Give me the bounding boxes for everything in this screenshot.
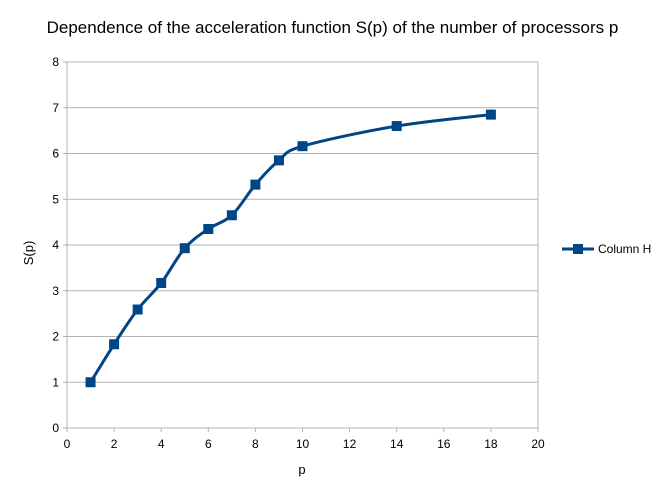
- x-tick-label: 10: [296, 437, 310, 451]
- y-tick-label: 5: [52, 192, 59, 206]
- legend: Column H: [562, 242, 651, 256]
- data-point-marker: [109, 339, 120, 350]
- y-tick-label: 8: [52, 55, 59, 69]
- x-tick-label: 14: [390, 437, 404, 451]
- x-tick-label: 12: [343, 437, 357, 451]
- x-tick-label: 2: [111, 437, 118, 451]
- y-axis-label: S(p): [21, 241, 36, 266]
- chart-title: Dependence of the acceleration function …: [46, 18, 619, 37]
- x-tick-label: 6: [205, 437, 212, 451]
- legend-label: Column H: [598, 242, 651, 256]
- y-tick-label: 4: [52, 238, 59, 252]
- series-layer: [85, 109, 496, 388]
- data-point-marker: [273, 155, 284, 166]
- x-tick-label: 4: [158, 437, 165, 451]
- y-tick-label: 3: [52, 284, 59, 298]
- x-tick-label: 8: [252, 437, 259, 451]
- data-point-marker: [156, 277, 167, 288]
- data-point-marker: [179, 243, 190, 254]
- series-line: [89, 113, 492, 384]
- data-point-marker: [391, 121, 402, 132]
- y-tick-label: 1: [52, 375, 59, 389]
- x-tick-label: 20: [531, 437, 545, 451]
- data-point-marker: [250, 179, 261, 190]
- data-point-marker: [203, 223, 214, 234]
- data-point-marker: [226, 210, 237, 221]
- x-tick-label: 18: [484, 437, 498, 451]
- y-tick-label: 6: [52, 147, 59, 161]
- x-tick-label: 0: [64, 437, 71, 451]
- y-tick-label: 7: [52, 101, 59, 115]
- data-point-marker: [297, 141, 308, 152]
- y-tick-label: 2: [52, 330, 59, 344]
- data-point-marker: [132, 304, 143, 315]
- x-tick-label: 16: [437, 437, 451, 451]
- y-tick-label: 0: [52, 421, 59, 435]
- legend-swatch-marker: [573, 244, 583, 254]
- data-point-marker: [485, 109, 496, 120]
- data-point-marker: [85, 377, 96, 388]
- x-axis-label: p: [298, 462, 305, 477]
